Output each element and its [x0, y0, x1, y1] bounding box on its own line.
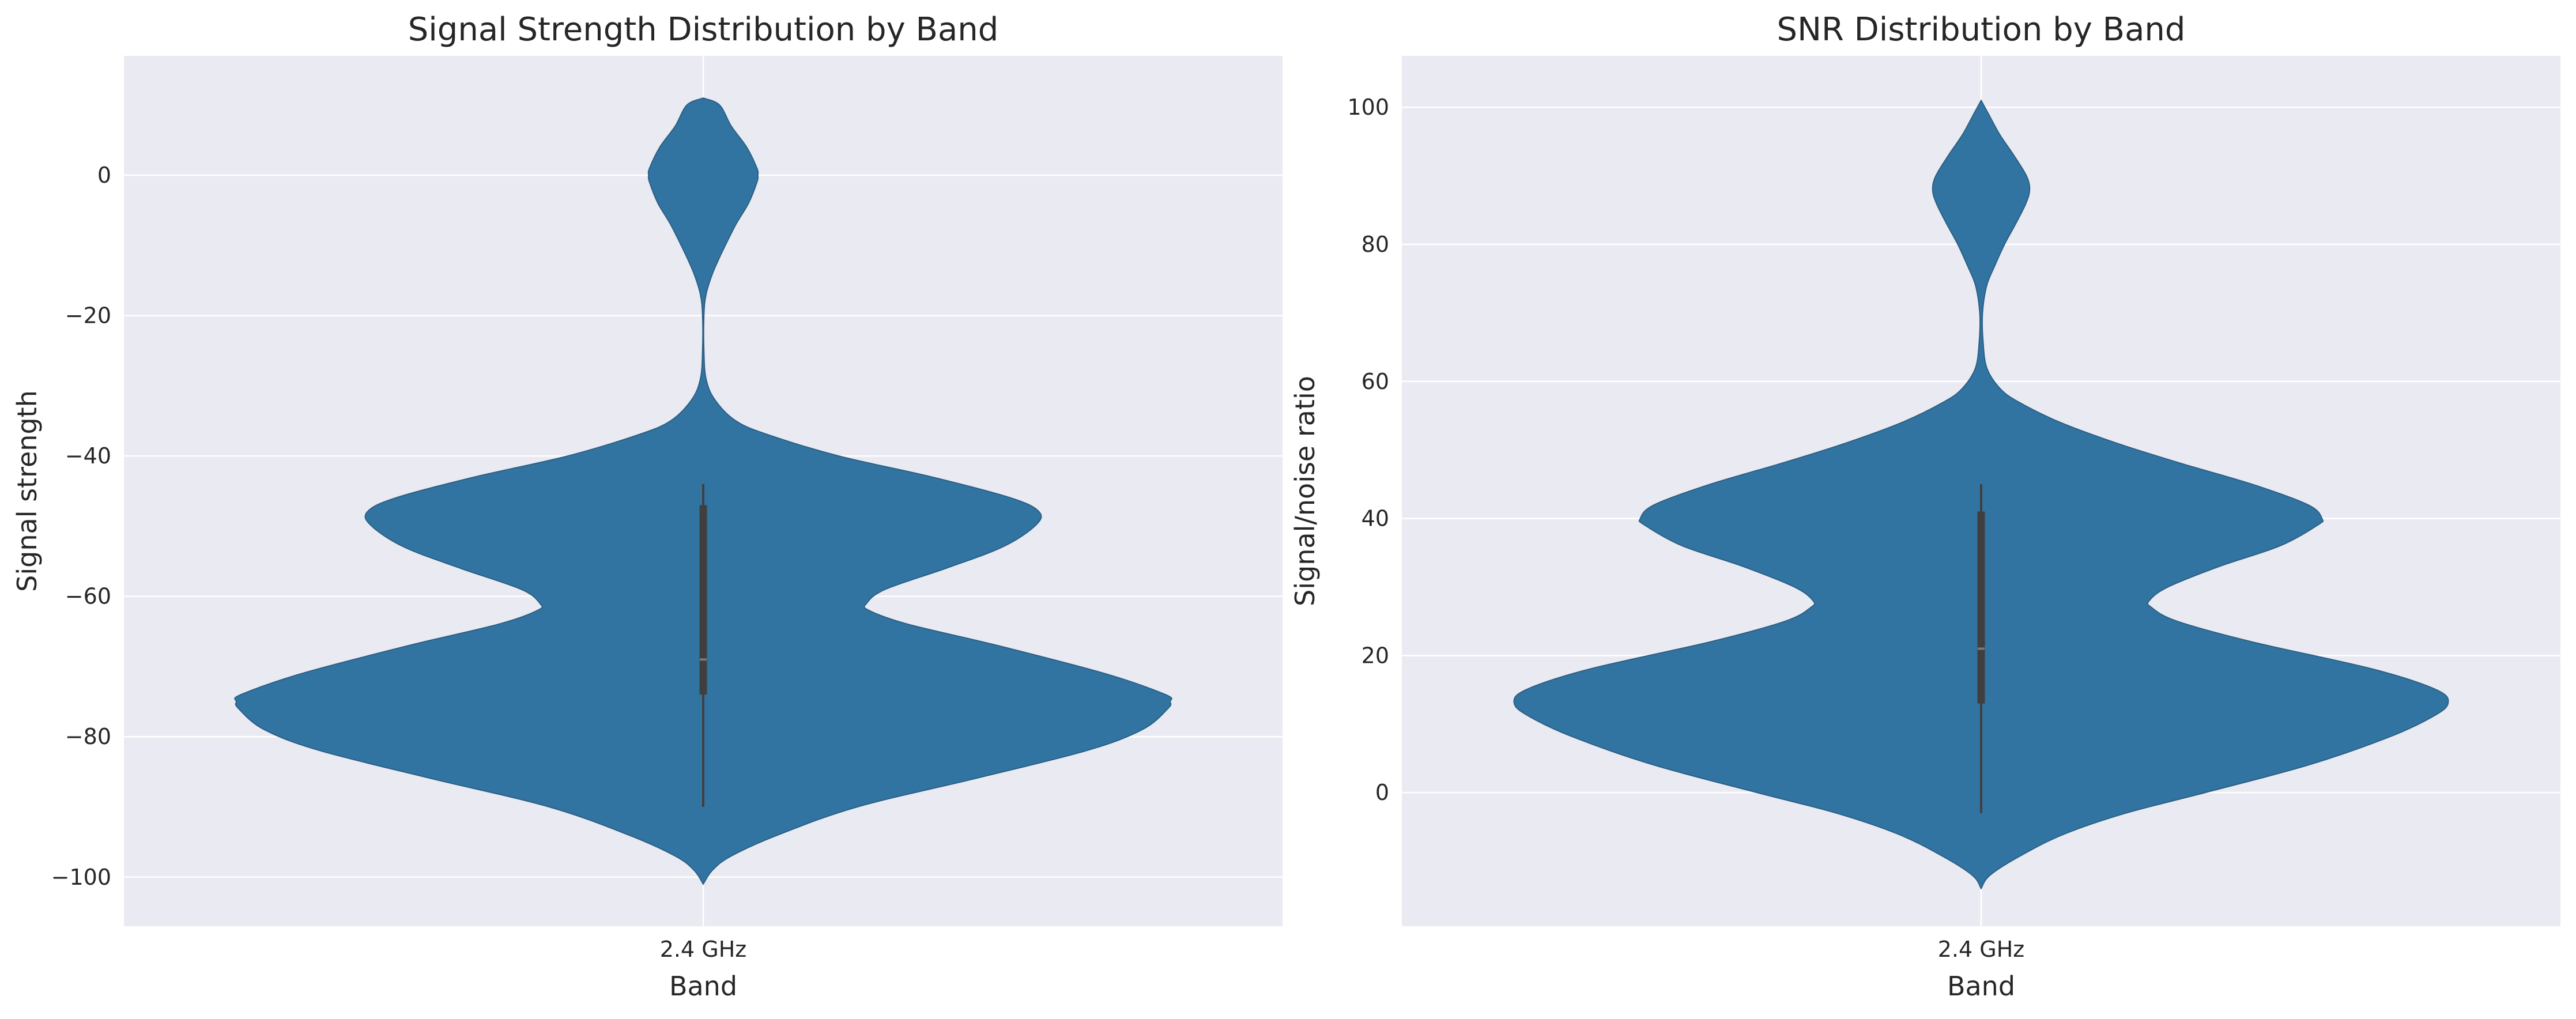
x-tick-label: 2.4 GHz — [1938, 937, 2024, 962]
y-axis-label-snr: Signal/noise ratio — [1289, 376, 1321, 606]
y-tick-label: −40 — [65, 443, 111, 469]
chart-title-snr: SNR Distribution by Band — [1777, 11, 2186, 48]
x-tick-label: 2.4 GHz — [660, 937, 746, 962]
x-tick-labels-signal-strength: 2.4 GHz — [660, 937, 746, 962]
y-tick-label: −80 — [65, 724, 111, 749]
y-tick-label: 0 — [97, 163, 111, 188]
y-axis-label-signal-strength: Signal strength — [12, 390, 43, 592]
y-tick-label: 100 — [1347, 95, 1389, 120]
y-tick-label: 80 — [1361, 232, 1389, 257]
chart-panel-signal-strength: 0 −20 −40 −60 −80 −100 2.4 GHz Signal Strengt… — [12, 11, 1283, 1002]
y-tick-label: −100 — [51, 865, 111, 890]
chart-panel-snr: 0 20 40 60 80 100 2.4 GHz SNR Distribution by… — [1289, 11, 2560, 1002]
y-tick-label: 0 — [1375, 780, 1389, 805]
violin-group-snr — [1513, 99, 2449, 890]
y-tick-label: 40 — [1361, 506, 1389, 531]
y-tick-label: −20 — [65, 303, 111, 329]
violin-group-signal-strength — [234, 97, 1172, 885]
y-tick-label: 20 — [1361, 643, 1389, 668]
x-tick-labels-snr: 2.4 GHz — [1938, 937, 2024, 962]
y-tick-labels-snr: 0 20 40 60 80 100 — [1347, 95, 1389, 805]
chart-title-signal-strength: Signal Strength Distribution by Band — [408, 11, 999, 48]
x-axis-label-signal-strength: Band — [669, 971, 737, 1002]
x-axis-label-snr: Band — [1947, 971, 2015, 1002]
y-tick-label: −60 — [65, 584, 111, 609]
y-tick-labels-signal-strength: 0 −20 −40 −60 −80 −100 — [51, 163, 111, 890]
y-tick-label: 60 — [1361, 369, 1389, 394]
